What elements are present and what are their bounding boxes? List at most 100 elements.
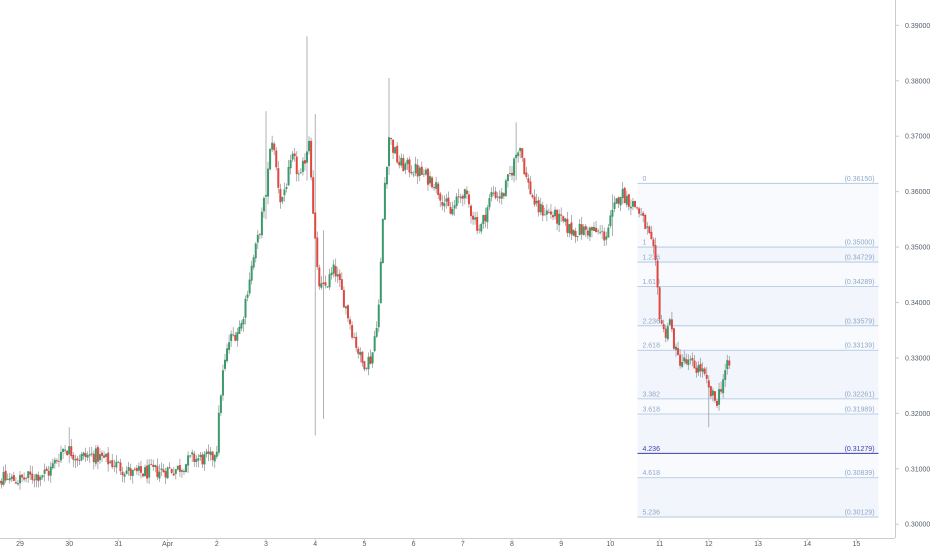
time-tick-label: 7 — [461, 541, 465, 548]
candle-up — [492, 192, 495, 194]
time-tick-label: 5 — [362, 541, 366, 548]
candle-down — [119, 462, 122, 472]
candle-up — [64, 449, 67, 451]
candle-up — [445, 198, 448, 202]
candle-down — [439, 193, 442, 201]
candle-up — [496, 196, 499, 198]
candle-down — [70, 446, 73, 457]
candle-down — [29, 471, 32, 475]
candle-up — [267, 168, 270, 197]
candle-down — [590, 227, 593, 231]
candle-down — [537, 200, 540, 213]
fib-price-label: (0.34289) — [845, 279, 875, 286]
candle-down — [461, 195, 464, 199]
candle-up — [406, 159, 409, 165]
candle-up — [545, 210, 548, 215]
candle-up — [236, 332, 239, 341]
candle-up — [539, 203, 542, 213]
candle-up — [668, 319, 671, 325]
candle-down — [121, 471, 124, 476]
candle-up — [158, 471, 161, 479]
time-axis[interactable]: 29 30 31 Apr 2 3 4 5 6 7 8 9 10 11 12 13 14 15 — [0, 538, 895, 548]
candle-down — [146, 465, 149, 479]
candle-down — [457, 196, 460, 198]
candle-up — [613, 202, 616, 209]
price-tick-label: 0.31000 — [905, 466, 930, 473]
candle-down — [201, 454, 204, 465]
candle-up — [683, 357, 686, 362]
candle-up — [125, 470, 128, 474]
candle-up — [675, 346, 677, 350]
candle-up — [180, 470, 183, 472]
candle-down — [720, 389, 723, 392]
candle-up — [724, 370, 727, 380]
candle-down — [25, 478, 28, 479]
price-axis[interactable]: 0.39000 0.38000 0.37000 0.36000 0.35000 0.340… — [895, 0, 930, 538]
candle-down — [57, 461, 60, 462]
candle-down — [334, 266, 337, 277]
fib-zone — [637, 286, 879, 326]
candle-up — [388, 137, 390, 167]
candle-up — [8, 478, 11, 481]
fib-zone — [637, 398, 879, 414]
candle-up — [98, 454, 101, 461]
candle-up — [379, 261, 382, 304]
candle-up — [568, 224, 571, 234]
candle-up — [39, 477, 42, 480]
candle-up — [455, 196, 458, 206]
candle-down — [84, 453, 87, 458]
candle-up — [375, 327, 378, 337]
candle-down — [660, 320, 663, 324]
candle-up — [666, 326, 669, 340]
candle-up — [508, 173, 511, 174]
candle-down — [699, 363, 702, 372]
candle-up — [291, 153, 294, 160]
candle-down — [55, 460, 58, 462]
candle-up — [332, 264, 335, 274]
candle-up — [490, 191, 493, 198]
candle-up — [299, 172, 302, 174]
candle-up — [244, 298, 247, 318]
candle-up — [131, 469, 134, 477]
candle-up — [599, 232, 602, 234]
candle-down — [293, 153, 296, 157]
candle-up — [726, 360, 729, 370]
candle-down — [113, 465, 116, 467]
candle-up — [232, 334, 235, 336]
candle-down — [498, 196, 501, 199]
candle-down — [322, 282, 325, 284]
candle-down — [369, 356, 372, 364]
candle-down — [648, 226, 651, 233]
fib-ratio-label: 3.618 — [642, 406, 660, 413]
candle-down — [135, 468, 138, 472]
candle-down — [33, 479, 36, 481]
candle-up — [248, 279, 251, 294]
candle-up — [689, 359, 692, 361]
candle-down — [650, 231, 653, 240]
time-tick-label: 14 — [803, 541, 811, 548]
candle-up — [500, 192, 503, 199]
candle-up — [228, 342, 231, 350]
fib-ratio-label: 3.382 — [642, 391, 660, 398]
candle-down — [511, 172, 513, 176]
fibonacci-zones — [637, 183, 879, 518]
fib-ratio-label: 5.236 — [642, 510, 660, 517]
candle-up — [486, 207, 489, 223]
candle-down — [347, 305, 349, 319]
candle-up — [701, 368, 704, 372]
candle-up — [373, 336, 376, 352]
candle-up — [262, 197, 265, 212]
candle-up — [301, 160, 304, 172]
candle-down — [549, 211, 552, 215]
candle-down — [677, 348, 680, 356]
price-tick-label: 0.34000 — [905, 300, 930, 307]
candle-down — [584, 226, 587, 230]
time-tick-label: 10 — [607, 541, 615, 548]
candle-down — [277, 168, 280, 188]
candle-up — [515, 154, 518, 159]
candle-up — [271, 142, 274, 150]
candle-down — [603, 231, 606, 241]
candle-down — [566, 218, 569, 233]
candle-down — [142, 473, 144, 477]
